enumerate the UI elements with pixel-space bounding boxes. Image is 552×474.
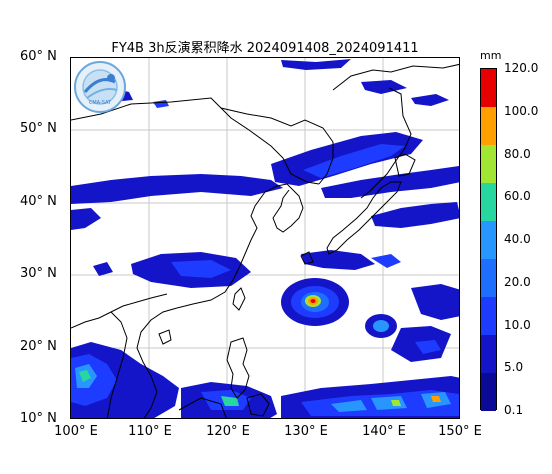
- satellite-logo-icon: [74, 61, 126, 113]
- lon-label-150e: 150° E: [438, 424, 482, 439]
- colorbar-segment: [481, 335, 496, 373]
- colorbar-segment: [481, 221, 496, 259]
- lon-label-130e: 130° E: [284, 424, 328, 439]
- colorbar: [480, 68, 497, 411]
- lon-label-100e: 100° E: [54, 424, 98, 439]
- lat-label-60n: 60° N: [20, 49, 57, 64]
- lat-label-40n: 40° N: [20, 194, 57, 209]
- colorbar-segment: [481, 183, 496, 221]
- logo-text: CMA-SAT: [88, 100, 112, 106]
- colorbar-label: 10.0: [504, 317, 531, 332]
- colorbar-segment: [481, 297, 496, 335]
- colorbar-label: 0.1: [504, 403, 524, 417]
- cma-sat-logo: CMA-SAT: [73, 60, 127, 114]
- lon-label-110e: 110° E: [128, 424, 172, 439]
- map-title: FY4B 3h反演累积降水 2024091408_2024091411: [111, 41, 419, 56]
- graticule: [71, 58, 459, 418]
- colorbar-label: 100.0: [504, 103, 539, 118]
- colorbar-segment: [481, 259, 496, 297]
- colorbar-segment: [481, 107, 496, 145]
- lat-label-50n: 50° N: [20, 121, 57, 136]
- colorbar-segment: [481, 373, 496, 411]
- lat-label-10n: 10° N: [20, 411, 57, 426]
- colorbar-label: 120.0: [504, 61, 539, 75]
- colorbar-label: 40.0: [504, 232, 531, 246]
- colorbar-label: 5.0: [504, 360, 524, 375]
- colorbar-label: 60.0: [504, 189, 531, 204]
- lat-label-20n: 20° N: [20, 339, 57, 354]
- precipitation-field: [71, 59, 459, 418]
- colorbar-unit: mm: [480, 49, 502, 62]
- lon-label-140e: 140° E: [362, 424, 406, 439]
- precipitation-map[interactable]: [70, 57, 460, 419]
- lon-label-120e: 120° E: [206, 424, 250, 439]
- colorbar-segment: [481, 145, 496, 183]
- coastlines: [71, 63, 459, 418]
- colorbar-segment: [481, 69, 496, 107]
- lat-label-30n: 30° N: [20, 266, 57, 281]
- map-canvas: [71, 58, 459, 418]
- colorbar-label: 80.0: [504, 146, 531, 161]
- colorbar-label: 20.0: [504, 274, 531, 289]
